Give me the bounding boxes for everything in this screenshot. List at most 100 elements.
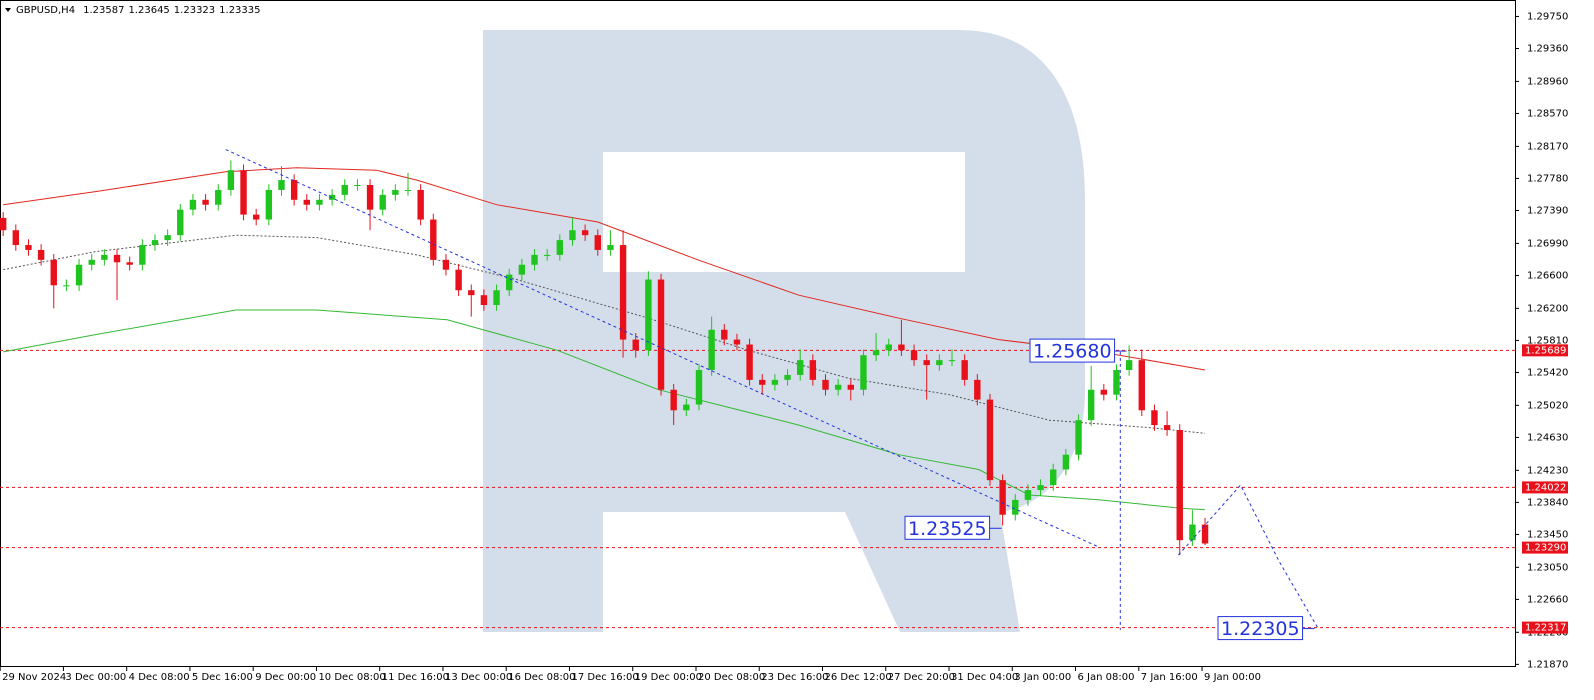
candle-body <box>1062 454 1070 470</box>
candle-body <box>1075 420 1082 455</box>
candle-body <box>480 295 488 306</box>
candle-body <box>1024 490 1032 500</box>
candle-body <box>265 189 273 220</box>
candle-body <box>404 189 412 191</box>
x-tick-label: 9 Jan 00:00 <box>1204 672 1261 683</box>
y-tick-label: 1.26600 <box>1527 270 1568 281</box>
candle-body <box>113 254 121 263</box>
candle-body <box>468 290 475 296</box>
candle-body <box>910 350 918 361</box>
y-tick-label: 1.25810 <box>1527 335 1568 346</box>
y-tick-label: 1.28570 <box>1527 108 1568 119</box>
candle-body <box>796 360 804 375</box>
candle-body <box>75 264 83 286</box>
y-tick-label: 1.23450 <box>1527 529 1568 540</box>
y-tick-label: 1.22660 <box>1527 594 1568 605</box>
header-value: 1.23323 <box>174 5 215 16</box>
level-label: 1.22317 <box>1525 623 1566 634</box>
candle-body <box>1050 469 1057 486</box>
y-tick-label: 1.28960 <box>1527 76 1568 87</box>
header-value: 1.23587 <box>83 5 124 16</box>
header-value: 1.23335 <box>219 5 260 16</box>
candle-body <box>683 404 690 411</box>
candle-body <box>1176 430 1183 541</box>
candle-body <box>1189 524 1196 541</box>
candle-body <box>101 254 108 260</box>
candle-body <box>721 329 728 340</box>
candle-body <box>379 194 386 210</box>
x-tick-label: 3 Jan 00:00 <box>1014 672 1071 683</box>
x-tick-label: 4 Dec 08:00 <box>129 672 190 683</box>
candle-body <box>936 360 943 366</box>
candle-body <box>771 379 779 385</box>
candle-body <box>581 230 589 236</box>
candle-body <box>923 360 930 366</box>
forecast-line <box>1178 484 1320 631</box>
y-tick-label: 1.24230 <box>1527 465 1568 476</box>
candle-body <box>1151 410 1158 426</box>
candle-body <box>126 262 133 265</box>
x-tick-label: 10 Dec 08:00 <box>318 672 385 683</box>
moving-average <box>3 309 1206 511</box>
y-tick-label: 1.29360 <box>1527 44 1568 55</box>
candle-body <box>316 199 323 205</box>
header-icon <box>5 8 11 12</box>
y-tick-label: 1.24630 <box>1527 432 1568 443</box>
x-tick-label: 20 Dec 08:00 <box>698 672 765 683</box>
candle-body <box>809 360 817 380</box>
price-annotation: 1.25680 <box>1029 338 1127 363</box>
candle-body <box>986 399 994 481</box>
candle-body <box>898 344 905 351</box>
x-tick-label: 26 Dec 12:00 <box>825 672 892 683</box>
y-tick-label: 1.28170 <box>1527 141 1568 152</box>
candle-body <box>1125 360 1133 370</box>
moving-average <box>3 167 1206 371</box>
candle-body <box>759 379 766 385</box>
candle-body <box>417 189 424 220</box>
x-tick-label: 7 Jan 16:00 <box>1141 672 1198 683</box>
candle-body <box>12 230 20 246</box>
candle-body <box>139 245 146 265</box>
candle-body <box>531 254 538 265</box>
candle-body <box>556 240 564 255</box>
y-tick-label: 1.26990 <box>1527 238 1568 249</box>
candle-body <box>822 379 829 390</box>
candle-body <box>860 355 867 390</box>
candle-body <box>37 249 45 260</box>
header-symbol: GBPUSD,H4 <box>16 5 75 16</box>
candle-body <box>1163 425 1171 431</box>
candle-body <box>999 480 1006 515</box>
y-tick-label: 1.25020 <box>1527 400 1568 411</box>
candle-body <box>834 384 842 390</box>
x-tick-label: 6 Jan 08:00 <box>1078 672 1135 683</box>
price-annotation: 1.23525 <box>904 515 1002 540</box>
candle-body <box>442 259 450 270</box>
candle-body <box>645 279 652 351</box>
candle-body <box>948 360 956 362</box>
candle-body <box>1138 360 1145 411</box>
candle-body <box>708 329 715 370</box>
level-label-box <box>1522 621 1568 634</box>
candle-body <box>366 185 374 210</box>
candle-body <box>215 189 222 205</box>
candle-body <box>872 350 880 356</box>
level-label-box <box>1522 541 1568 554</box>
candle-body <box>569 230 576 241</box>
y-tick-label: 1.27780 <box>1527 173 1568 184</box>
annotation-label: 1.23525 <box>908 518 987 540</box>
forecast-line <box>225 149 1101 549</box>
candle-body <box>189 199 197 210</box>
candle-body <box>50 259 57 286</box>
candle-body <box>1113 370 1120 395</box>
candle-body <box>455 269 462 291</box>
candle-body <box>202 199 209 205</box>
plot-border <box>0 0 1516 667</box>
candle-body <box>88 259 95 265</box>
candle-body <box>518 264 526 275</box>
candle-body <box>63 285 70 287</box>
candle-body <box>252 214 260 220</box>
candle-body <box>746 344 753 380</box>
candle-body <box>1201 524 1209 544</box>
